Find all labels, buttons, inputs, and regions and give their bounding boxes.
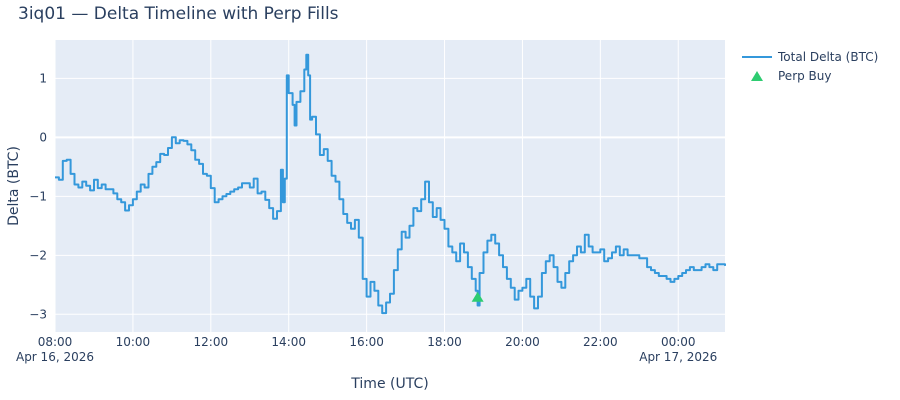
x-tick-label: 00:00 xyxy=(661,335,696,349)
x-axis-label: Time (UTC) xyxy=(350,376,428,392)
y-tick-labels: 1 0 −1 −2 −3 xyxy=(29,71,47,321)
x-gridlines xyxy=(54,40,679,332)
x-tick-label: 12:00 xyxy=(194,335,229,349)
x-tick-label: 16:00 xyxy=(349,335,384,349)
legend[interactable]: Total Delta (BTC) Perp Buy xyxy=(742,47,878,85)
x-tick-date-label: Apr 17, 2026 xyxy=(639,350,717,364)
x-tick-label: 14:00 xyxy=(271,335,306,349)
y-tick-label: 0 xyxy=(39,130,47,144)
y-tick-label: −2 xyxy=(29,248,47,262)
y-tick-label: −3 xyxy=(29,307,47,321)
legend-item-perp-buy[interactable]: Perp Buy xyxy=(742,66,878,85)
x-tick-label: 22:00 xyxy=(583,335,618,349)
x-tick-label: 08:00 xyxy=(38,335,73,349)
legend-label-total-delta: Total Delta (BTC) xyxy=(778,49,879,64)
x-tick-label: 10:00 xyxy=(116,335,151,349)
y-tick-label: 1 xyxy=(39,71,47,85)
perp-buy-marker[interactable] xyxy=(471,291,484,302)
series-layer xyxy=(55,53,726,315)
chart-title: 3iq01 — Delta Timeline with Perp Fills xyxy=(18,4,339,24)
plot-area xyxy=(55,40,725,332)
marker-layer xyxy=(471,291,484,302)
x-tick-date-label: Apr 16, 2026 xyxy=(16,350,94,364)
line-swatch-icon xyxy=(742,51,772,63)
x-tick-label: 18:00 xyxy=(427,335,462,349)
y-gridlines xyxy=(55,77,725,315)
x-tick-label: 20:00 xyxy=(505,335,540,349)
y-tick-label: −1 xyxy=(29,189,47,203)
legend-item-total-delta[interactable]: Total Delta (BTC) xyxy=(742,47,878,66)
total-delta-line xyxy=(55,53,726,315)
triangle-up-icon xyxy=(742,70,772,82)
y-axis-label: Delta (BTC) xyxy=(6,146,22,226)
legend-label-perp-buy: Perp Buy xyxy=(778,68,832,83)
